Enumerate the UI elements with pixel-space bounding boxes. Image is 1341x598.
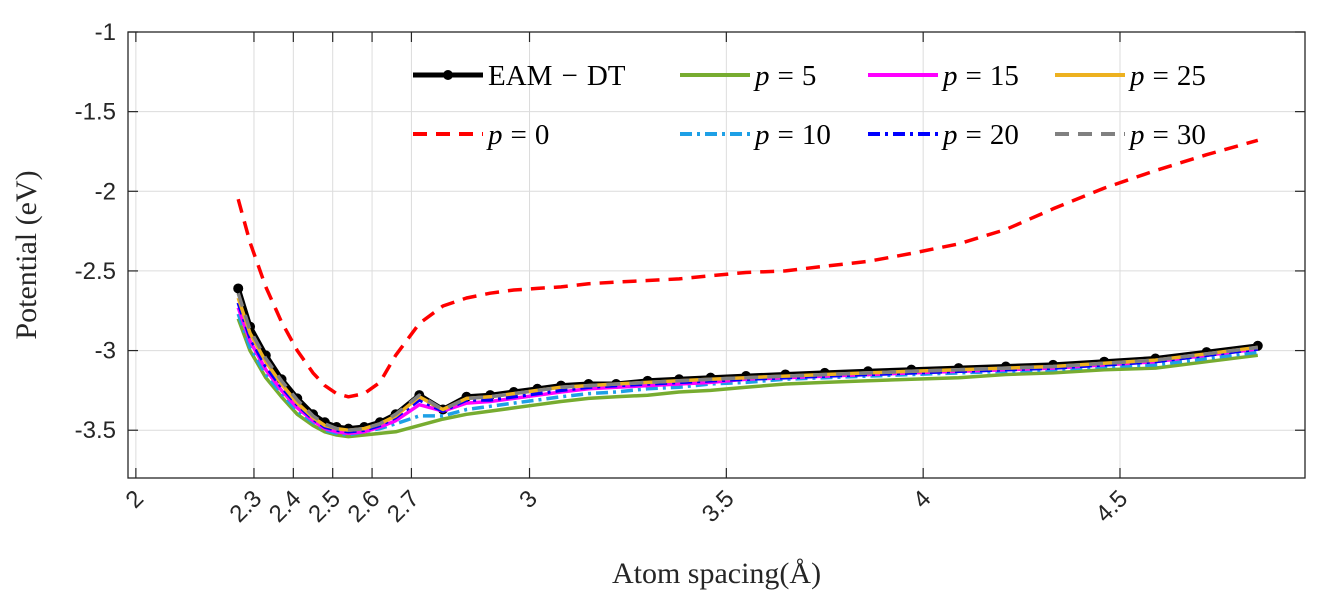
x-tick-label-8: 4: [908, 485, 937, 514]
y-tick-label-5: -3.5: [75, 417, 116, 444]
x-tick-label-0: 2: [121, 485, 150, 514]
legend-label-1: p = 0: [486, 119, 549, 151]
x-tick-label-1: 2.3: [225, 485, 268, 528]
x-tick-label-2: 2.4: [264, 485, 307, 528]
series-lines: [233, 138, 1263, 439]
legend-marker-0: [443, 70, 453, 80]
series-line-3: [236, 313, 1259, 437]
series-line-1: [236, 138, 1259, 399]
plot-area-frame: [127, 31, 1306, 479]
series-line-6: [236, 297, 1259, 432]
legend-label-4: p = 15: [941, 60, 1019, 92]
y-tick-label-2: -2: [95, 178, 116, 205]
series-point-0-0: [233, 283, 244, 294]
legend-label-5: p = 20: [941, 119, 1019, 151]
legend: EAM − DT p = 5 p = 15 p = 25 p = 0 p = 10 p = 20 p = 30: [413, 60, 1206, 151]
x-tick-label-6: 3: [514, 485, 543, 514]
y-axis-title: Potential (eV): [10, 170, 43, 339]
legend-label-0: EAM − DT: [488, 60, 626, 92]
x-tick-label-7: 3.5: [697, 485, 740, 528]
y-tick-label-0: -1: [95, 19, 116, 46]
x-tick-label-9: 4.5: [1091, 485, 1134, 528]
x-tick-label-3: 2.5: [303, 485, 346, 528]
legend-label-2: p = 5: [753, 60, 816, 92]
x-tick-label-5: 2.7: [382, 485, 425, 528]
legend-label-3: p = 10: [753, 119, 831, 151]
y-tick-label-4: -3: [95, 338, 116, 365]
y-tick-label-3: -2.5: [75, 258, 116, 285]
legend-label-6: p = 25: [1128, 60, 1206, 92]
x-axis-title: Atom spacing(Å): [612, 557, 821, 590]
x-tick-label-4: 2.6: [343, 485, 386, 528]
y-tick-label-1: -1.5: [75, 99, 116, 126]
series-line-7: [236, 292, 1259, 432]
legend-label-7: p = 30: [1128, 119, 1206, 151]
series-line-2: [236, 318, 1259, 439]
